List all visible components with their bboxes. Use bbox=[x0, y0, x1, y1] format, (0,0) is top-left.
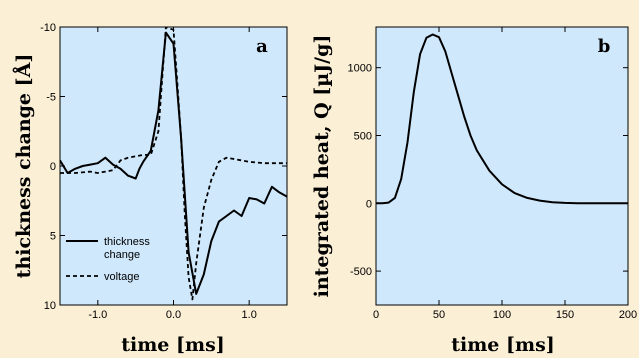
panel-b-plot-area bbox=[375, 26, 629, 306]
legend-label-voltage: voltage bbox=[104, 271, 139, 283]
panel-b-ylabel: integrated heat, Q [µJ/g] bbox=[311, 35, 333, 298]
panel-a-y-tick-label: -10 bbox=[40, 22, 56, 34]
panel-b-y-tick-label: -500 bbox=[350, 266, 372, 278]
panel-b-x-tick-label: 0 bbox=[373, 309, 379, 321]
panel-a-x-tick-label: -1.0 bbox=[88, 309, 107, 321]
panel-a-y-tick-label: 5 bbox=[50, 231, 56, 243]
legend-label-thickness-1: thickness bbox=[104, 236, 150, 248]
panel-a-plot-area bbox=[59, 26, 288, 306]
panel-b-x-tick-label: 50 bbox=[433, 309, 445, 321]
panel-a-x-tick-label: 0.0 bbox=[166, 309, 181, 321]
panel-a-series-line-voltage bbox=[60, 27, 287, 301]
panel-a-series bbox=[60, 27, 287, 301]
panel-a-y-tick-label: 10 bbox=[44, 300, 56, 312]
panel-b-y-tick-label: 1000 bbox=[348, 63, 372, 75]
panel-a-legend: thickness change voltage bbox=[66, 236, 150, 283]
panel-a-ylabel: thickness change [Å] bbox=[12, 54, 35, 279]
panel-b-series-line-0 bbox=[376, 33, 628, 205]
panel-a-chart: -1.0 0.0 1.0 -10 -5 0 5 10 a time [ms] thicknes… bbox=[12, 22, 288, 356]
panel-a-y-tick-label: 0 bbox=[50, 161, 56, 173]
panel-b-x-tick-label: 150 bbox=[556, 309, 574, 321]
panel-b-x-tick-label: 200 bbox=[619, 309, 637, 321]
panel-b-y-tick-label: 500 bbox=[354, 130, 372, 142]
panel-b-y-tick-label: 0 bbox=[366, 198, 372, 210]
panel-b-ticks: 0 50 100 150 200 -500 0 500 1000 bbox=[348, 27, 637, 321]
panel-b-letter: b bbox=[598, 36, 611, 57]
legend-label-thickness-2: change bbox=[104, 249, 140, 261]
panel-a-y-tick-label: -5 bbox=[46, 92, 56, 104]
panel-b-xlabel: time [ms] bbox=[451, 334, 555, 356]
panel-a-xlabel: time [ms] bbox=[121, 334, 225, 356]
panel-b-series bbox=[376, 33, 628, 205]
panel-b-x-tick-label: 100 bbox=[493, 309, 511, 321]
panel-a-series-line-thickness-change bbox=[60, 31, 287, 295]
panel-a-x-tick-label: 1.0 bbox=[242, 309, 257, 321]
panel-b-chart: 0 50 100 150 200 -500 0 500 1000 b time [ms] int… bbox=[311, 26, 637, 356]
panel-a-letter: a bbox=[256, 36, 268, 57]
panel-a-ticks: -1.0 0.0 1.0 -10 -5 0 5 10 bbox=[40, 22, 287, 321]
